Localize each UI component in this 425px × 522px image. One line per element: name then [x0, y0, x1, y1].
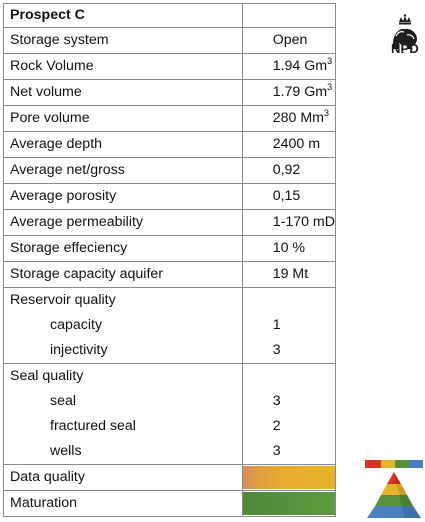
row-label: Storage effeciency: [3, 235, 243, 262]
value-text: 1.79 Gm: [272, 84, 328, 100]
row-value: 280 Mm3: [242, 105, 336, 132]
pyramid-level-red: [387, 472, 401, 484]
pyramid-level-blue: [367, 506, 421, 518]
row-value: 1.79 Gm3: [242, 79, 336, 106]
value-text: 1.94 Gm: [272, 58, 328, 74]
table-row: Net volume 1.79 Gm3: [3, 79, 336, 106]
table-row: Pore volume 280 Mm3: [3, 105, 336, 132]
row-label: Net volume: [3, 79, 243, 106]
color-scale-strip: [365, 460, 423, 468]
row-label: Storage capacity aquifer: [3, 261, 243, 288]
row-label: Rock Volume: [3, 53, 243, 80]
row-value: 0,92: [242, 157, 336, 184]
table-row: Average net/gross 0,92: [3, 157, 336, 184]
table-row: Storage system Open: [3, 27, 336, 54]
row-label: seal: [3, 389, 243, 414]
table-row: wells 3: [3, 439, 336, 465]
pyramid-level-green: [375, 495, 413, 506]
logo-text: NPD: [390, 41, 420, 56]
section-value: [242, 288, 335, 314]
table-row: Average permeability 1-170 mD: [3, 209, 336, 236]
table-title: Prospect C: [3, 3, 243, 28]
value-text: 280 Mm: [272, 110, 324, 126]
row-value: 3: [242, 338, 336, 364]
section-label: Reservoir quality: [3, 287, 243, 313]
pyramid-shade: [394, 472, 421, 518]
row-value: 3: [242, 439, 336, 465]
table-header-row: Prospect C: [3, 3, 336, 28]
row-value: 1.94 Gm3: [242, 53, 336, 80]
row-value: 2: [272, 418, 281, 434]
row-value: 0,15: [242, 183, 336, 210]
section-row-reservoir-quality: Reservoir quality: [3, 287, 336, 314]
scale-segment-yellow: [381, 460, 395, 468]
row-label: Average porosity: [3, 183, 243, 210]
row-label: Storage system: [3, 27, 243, 54]
table-row: Storage effeciency 10 %: [3, 235, 336, 262]
section-label: Seal quality: [3, 363, 243, 389]
crown-lion-logo-icon: [393, 14, 417, 49]
table-row-data-quality: Data quality: [3, 464, 336, 491]
row-value: 2400 m: [242, 131, 336, 158]
section-row-seal-quality: Seal quality: [3, 363, 336, 390]
value-superscript: 3: [323, 108, 329, 118]
row-value: 1-170 mD: [242, 209, 336, 236]
row-label: Average depth: [3, 131, 243, 158]
value-superscript: 3: [327, 82, 333, 92]
row-label: capacity: [3, 313, 243, 338]
row-label: Average permeability: [3, 209, 243, 236]
row-value: 1: [272, 317, 281, 333]
data-quality-cell: [242, 464, 336, 491]
scale-segment-green: [395, 460, 409, 468]
row-label: injectivity: [3, 338, 243, 364]
row-value: 19 Mt: [242, 261, 336, 288]
table-header-value: [242, 3, 336, 28]
section-value: [242, 364, 335, 390]
row-label: wells: [3, 439, 243, 465]
table-row: capacity 1: [3, 313, 336, 338]
table-row: seal 3: [3, 389, 336, 414]
pyramid-level-yellow: [381, 484, 407, 495]
table-row: Rock Volume 1.94 Gm3: [3, 53, 336, 80]
table-row: injectivity 3: [3, 338, 336, 364]
table-row-maturation: Maturation: [3, 490, 336, 517]
scale-segment-blue: [409, 460, 423, 468]
maturation-color-bar: [242, 492, 335, 515]
table-row: Storage capacity aquifer 19 Mt: [3, 261, 336, 288]
value-superscript: 3: [327, 56, 333, 66]
data-quality-color-bar: [242, 466, 335, 489]
prospect-properties-table: Prospect C Storage system Open Rock Volu…: [3, 3, 336, 517]
row-value: 3: [272, 393, 281, 409]
row-label: Data quality: [3, 464, 243, 491]
scale-segment-red: [365, 460, 381, 468]
row-value: Open: [242, 27, 336, 54]
table-row: Average porosity 0,15: [3, 183, 336, 210]
row-label: Average net/gross: [3, 157, 243, 184]
table-row: Average depth 2400 m: [3, 131, 336, 158]
row-label: Pore volume: [3, 105, 243, 132]
maturation-pyramid-icon: [367, 472, 421, 518]
row-label: fractured seal: [3, 414, 243, 439]
table-row: fractured seal 2: [3, 414, 336, 439]
row-label: Maturation: [3, 490, 243, 517]
row-value: 10 %: [242, 235, 336, 262]
maturation-cell: [242, 490, 336, 517]
